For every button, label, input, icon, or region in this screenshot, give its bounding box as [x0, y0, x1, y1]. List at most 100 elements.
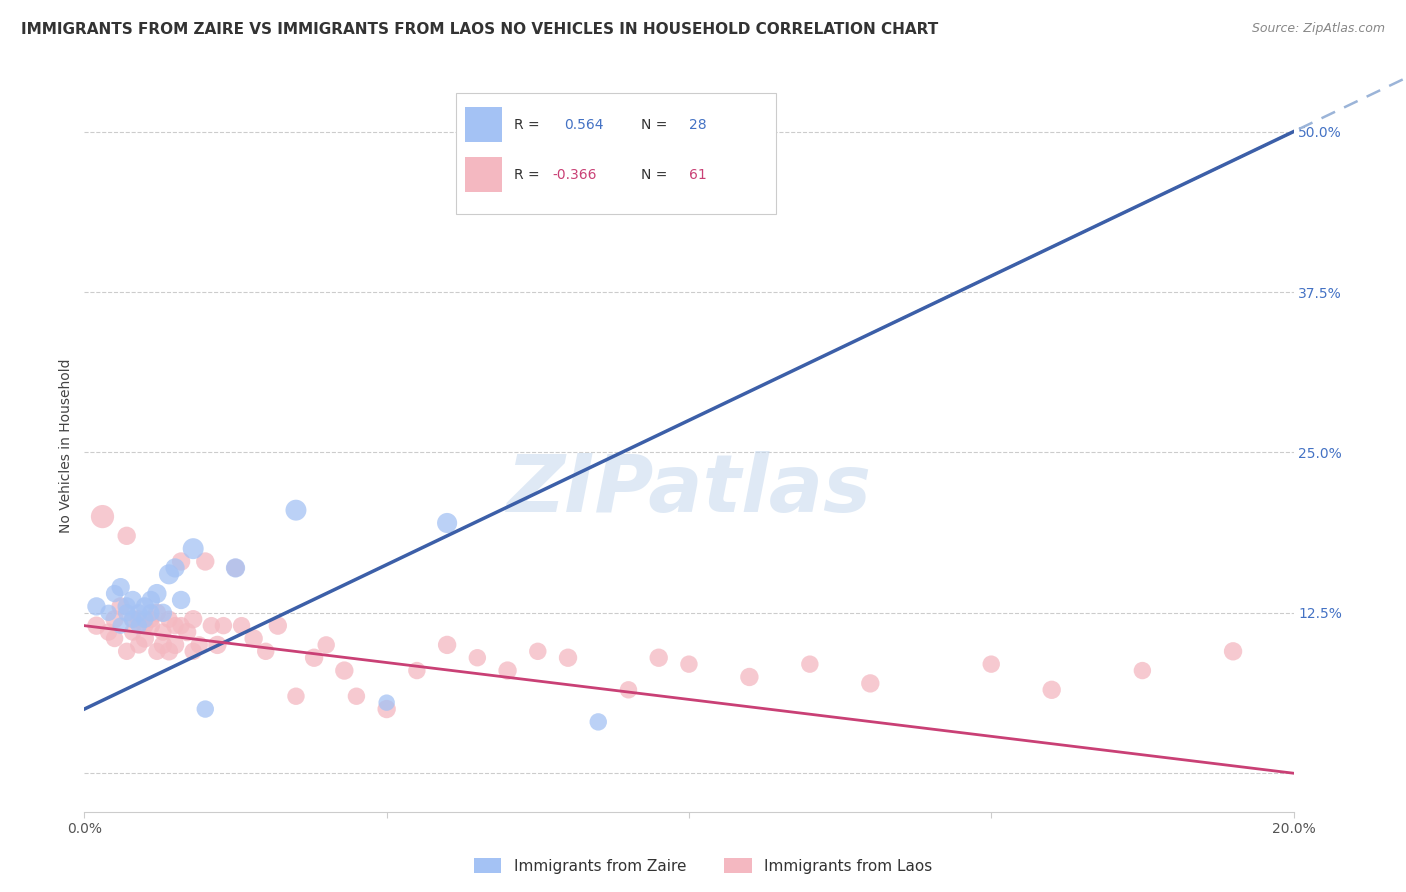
Point — [346, 690, 368, 704]
Point — [115, 606, 138, 620]
Point — [157, 612, 180, 626]
Text: 0.564: 0.564 — [564, 118, 605, 132]
Point — [152, 606, 174, 620]
Point — [139, 618, 162, 632]
Point — [200, 618, 222, 632]
Point — [165, 561, 187, 575]
FancyBboxPatch shape — [456, 93, 776, 214]
Text: N =: N = — [641, 168, 666, 182]
Point — [104, 612, 127, 626]
Point — [225, 561, 247, 575]
Bar — [465, 157, 502, 192]
Point — [333, 664, 356, 678]
Point — [134, 612, 156, 626]
Bar — [465, 107, 502, 143]
Point — [146, 606, 169, 620]
Point — [157, 644, 180, 658]
Point — [121, 612, 143, 626]
Point — [648, 650, 671, 665]
Text: N =: N = — [641, 118, 666, 132]
Point — [194, 554, 217, 568]
Point — [557, 650, 579, 665]
Text: 28: 28 — [689, 118, 707, 132]
Point — [121, 612, 143, 626]
Point — [1222, 644, 1244, 658]
Point — [181, 541, 204, 556]
Point — [170, 554, 193, 568]
Point — [170, 593, 193, 607]
Point — [165, 618, 187, 632]
Point — [146, 644, 169, 658]
Point — [375, 702, 398, 716]
Point — [134, 618, 156, 632]
Point — [188, 638, 211, 652]
Point — [97, 606, 120, 620]
Point — [134, 632, 156, 646]
Point — [799, 657, 821, 672]
Point — [285, 690, 308, 704]
Point — [527, 644, 550, 658]
Point — [181, 644, 204, 658]
Point — [176, 625, 198, 640]
Legend: Immigrants from Zaire, Immigrants from Laos: Immigrants from Zaire, Immigrants from L… — [468, 852, 938, 880]
Point — [1040, 682, 1063, 697]
Point — [678, 657, 700, 672]
Point — [115, 529, 138, 543]
Point — [436, 638, 458, 652]
Point — [110, 580, 132, 594]
Point — [254, 644, 277, 658]
Point — [467, 650, 489, 665]
Point — [315, 638, 337, 652]
Text: -0.366: -0.366 — [553, 168, 596, 182]
Point — [152, 638, 174, 652]
Point — [128, 638, 150, 652]
Point — [1130, 664, 1153, 678]
Point — [588, 714, 610, 729]
Point — [104, 632, 127, 646]
Point — [146, 586, 169, 600]
Point — [115, 599, 138, 614]
Point — [225, 561, 247, 575]
Point — [110, 618, 132, 632]
Point — [104, 586, 127, 600]
Point — [738, 670, 761, 684]
Text: 61: 61 — [689, 168, 707, 182]
Point — [157, 567, 180, 582]
Point — [496, 664, 519, 678]
Point — [121, 593, 143, 607]
Point — [859, 676, 882, 690]
Point — [207, 638, 229, 652]
Point — [302, 650, 325, 665]
Point — [86, 599, 108, 614]
Point — [110, 599, 132, 614]
Point — [170, 618, 193, 632]
Point — [436, 516, 458, 530]
Point — [134, 599, 156, 614]
Point — [212, 618, 235, 632]
Point — [128, 618, 150, 632]
Point — [242, 632, 264, 646]
Point — [181, 612, 204, 626]
Point — [617, 137, 640, 152]
Point — [128, 612, 150, 626]
Point — [139, 612, 162, 626]
Point — [139, 606, 162, 620]
Point — [128, 606, 150, 620]
Point — [139, 593, 162, 607]
Y-axis label: No Vehicles in Household: No Vehicles in Household — [59, 359, 73, 533]
Point — [152, 625, 174, 640]
Point — [375, 696, 398, 710]
Point — [97, 625, 120, 640]
Point — [617, 682, 640, 697]
Point — [980, 657, 1002, 672]
Point — [115, 644, 138, 658]
Text: R =: R = — [513, 118, 540, 132]
Point — [194, 702, 217, 716]
Point — [231, 618, 253, 632]
Point — [86, 618, 108, 632]
Text: ZIPatlas: ZIPatlas — [506, 450, 872, 529]
Point — [285, 503, 308, 517]
Point — [267, 618, 290, 632]
Text: Source: ZipAtlas.com: Source: ZipAtlas.com — [1251, 22, 1385, 36]
Text: IMMIGRANTS FROM ZAIRE VS IMMIGRANTS FROM LAOS NO VEHICLES IN HOUSEHOLD CORRELATI: IMMIGRANTS FROM ZAIRE VS IMMIGRANTS FROM… — [21, 22, 938, 37]
